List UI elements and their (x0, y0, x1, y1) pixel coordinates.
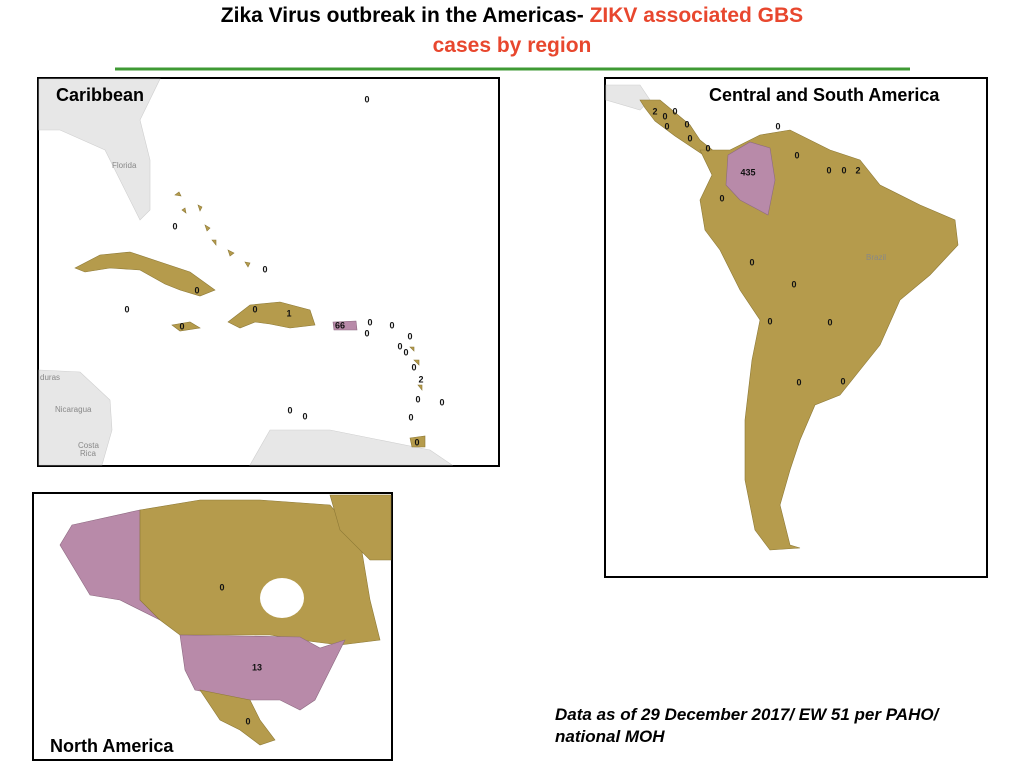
place-label: Costa (78, 441, 99, 450)
case-count: 0 (179, 321, 184, 331)
case-count: 0 (287, 405, 292, 415)
case-count: 2 (855, 165, 860, 175)
case-count: 13 (252, 662, 262, 672)
case-count: 0 (684, 119, 689, 129)
case-count: 435 (740, 167, 755, 177)
case-count: 0 (719, 193, 724, 203)
case-count: 0 (672, 106, 677, 116)
case-count: 66 (335, 320, 345, 330)
case-count: 0 (124, 304, 129, 314)
case-count: 0 (407, 331, 412, 341)
footnote-line-2: national MOH (555, 727, 665, 746)
case-count: 0 (403, 347, 408, 357)
place-label: Brazil (866, 253, 886, 262)
north-map (59, 494, 392, 746)
case-count: 0 (439, 397, 444, 407)
case-count: 0 (840, 376, 845, 386)
case-count: 0 (664, 121, 669, 131)
case-count: 0 (827, 317, 832, 327)
case-count: 0 (841, 165, 846, 175)
case-count: 0 (414, 437, 419, 447)
case-count: 0 (302, 411, 307, 421)
case-count: 0 (397, 341, 402, 351)
hudson-bay (260, 578, 304, 618)
case-count: 0 (245, 716, 250, 726)
case-count: 0 (749, 257, 754, 267)
caribbean-map (38, 78, 453, 466)
case-count: 0 (826, 165, 831, 175)
case-count: 0 (705, 143, 710, 153)
case-count: 0 (194, 285, 199, 295)
case-count: 0 (364, 328, 369, 338)
footnote-line-1: Data as of 29 December 2017/ EW 51 per P… (555, 705, 941, 724)
case-count: 2 (652, 106, 657, 116)
place-label: Nicaragua (55, 405, 92, 414)
case-count: 0 (775, 121, 780, 131)
title-lead: Zika Virus outbreak in the Americas- (221, 4, 584, 27)
case-count: 0 (219, 582, 224, 592)
case-count: 0 (364, 94, 369, 104)
south-map (605, 84, 959, 551)
case-count: 0 (796, 377, 801, 387)
case-count: 0 (411, 362, 416, 372)
north-title: North America (50, 736, 174, 756)
place-label: Florida (112, 161, 137, 170)
case-count: 0 (662, 111, 667, 121)
case-count: 1 (286, 308, 291, 318)
title-highlight: ZIKV associated GBS (590, 4, 804, 27)
place-label: duras (40, 373, 60, 382)
case-count: 0 (408, 412, 413, 422)
south-title: Central and South America (709, 85, 940, 105)
case-count: 0 (367, 317, 372, 327)
case-count: 0 (791, 279, 796, 289)
title-line-2: cases by region (433, 34, 592, 57)
case-count: 0 (767, 316, 772, 326)
place-label: Rica (80, 449, 97, 458)
case-count: 0 (172, 221, 177, 231)
case-count: 0 (252, 304, 257, 314)
case-count: 0 (794, 150, 799, 160)
case-count: 0 (262, 264, 267, 274)
case-count: 0 (415, 394, 420, 404)
caribbean-title: Caribbean (56, 85, 144, 105)
case-count: 0 (687, 133, 692, 143)
title-line-1: Zika Virus outbreak in the Americas- ZIK… (221, 4, 803, 27)
case-count: 0 (389, 320, 394, 330)
case-count: 2 (418, 374, 423, 384)
